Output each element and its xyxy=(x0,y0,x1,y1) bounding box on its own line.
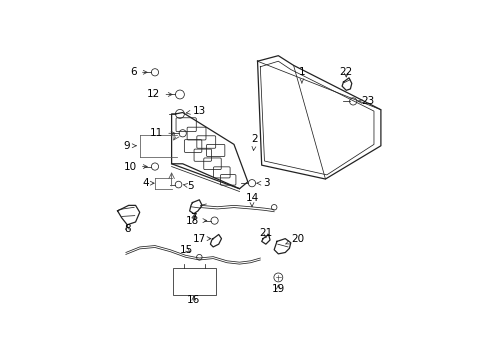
Text: 16: 16 xyxy=(187,294,200,305)
Text: 13: 13 xyxy=(186,106,205,116)
Text: 21: 21 xyxy=(259,228,272,238)
Text: 2: 2 xyxy=(251,134,258,150)
Text: 10: 10 xyxy=(123,162,147,172)
Text: 11: 11 xyxy=(150,128,175,138)
Text: 4: 4 xyxy=(142,178,154,188)
Text: 1: 1 xyxy=(298,67,305,83)
Text: 6: 6 xyxy=(130,67,147,77)
Text: 14: 14 xyxy=(245,193,258,207)
Bar xyxy=(173,268,216,296)
Text: 20: 20 xyxy=(285,234,304,244)
Text: 15: 15 xyxy=(180,245,193,255)
Text: 3: 3 xyxy=(257,178,269,188)
Text: 19: 19 xyxy=(271,284,285,293)
Text: 5: 5 xyxy=(183,181,193,191)
Text: 12: 12 xyxy=(147,90,172,99)
Text: 23: 23 xyxy=(357,96,374,107)
Text: 18: 18 xyxy=(186,216,206,226)
Text: 17: 17 xyxy=(193,234,210,244)
Text: 22: 22 xyxy=(339,67,352,77)
Text: 9: 9 xyxy=(123,141,136,151)
Text: 7: 7 xyxy=(190,213,197,223)
Text: 8: 8 xyxy=(123,224,130,234)
